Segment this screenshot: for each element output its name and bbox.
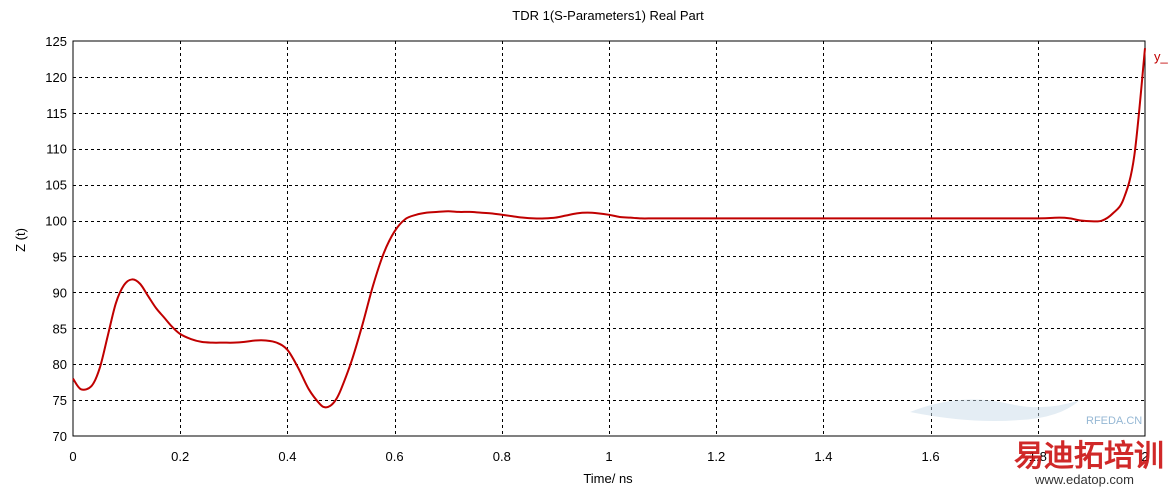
x-tick-label: 1 bbox=[605, 449, 612, 464]
x-tick-label: 2 bbox=[1141, 449, 1148, 464]
x-tick-label: 1.4 bbox=[814, 449, 832, 464]
y-tick-label: 110 bbox=[46, 142, 67, 157]
x-tick-label: 1.6 bbox=[922, 449, 940, 464]
watermark-wing-shape bbox=[910, 399, 1080, 421]
watermark: RFEDA.CN 易迪拓培训 www.edatop.com bbox=[910, 399, 1164, 487]
y-tick-label: 90 bbox=[53, 285, 67, 300]
watermark-url-text: www.edatop.com bbox=[1034, 472, 1134, 487]
y-tick-label: 105 bbox=[45, 178, 67, 193]
x-tick-labels: 0 0.2 0.4 0.6 0.8 1 1.2 1.4 1.6 1.8 2 bbox=[69, 449, 1148, 464]
y-tick-label: 70 bbox=[53, 429, 67, 444]
x-axis-title: Time/ ns bbox=[583, 471, 633, 486]
y-axis-title: Z (t) bbox=[13, 228, 28, 252]
x-tick-label: 1.2 bbox=[707, 449, 725, 464]
grid-lines bbox=[73, 41, 1145, 436]
y-tick-labels: 70 75 80 85 90 95 100 105 110 115 120 125 bbox=[45, 34, 67, 444]
y-tick-label: 100 bbox=[45, 214, 67, 229]
series-group bbox=[72, 48, 1146, 409]
x-tick-label: 0 bbox=[69, 449, 76, 464]
x-tick-label: 0.4 bbox=[278, 449, 296, 464]
y-tick-label: 80 bbox=[53, 357, 67, 372]
x-tick-label: 0.6 bbox=[386, 449, 404, 464]
plot-frame bbox=[72, 40, 1146, 437]
legend-series-label: y_ bbox=[1154, 49, 1169, 64]
watermark-site-text: RFEDA.CN bbox=[1086, 415, 1142, 427]
x-tick-label: 1.8 bbox=[1029, 449, 1047, 464]
x-tick-label: 0.2 bbox=[171, 449, 189, 464]
x-tick-label: 0.8 bbox=[493, 449, 511, 464]
series-line bbox=[72, 48, 1146, 409]
y-tick-label: 115 bbox=[46, 106, 67, 121]
y-tick-label: 125 bbox=[45, 34, 67, 49]
chart-title: TDR 1(S-Parameters1) Real Part bbox=[512, 8, 704, 23]
y-tick-label: 95 bbox=[53, 249, 67, 264]
y-tick-label: 85 bbox=[53, 321, 67, 336]
y-tick-label: 75 bbox=[53, 393, 67, 408]
y-tick-label: 120 bbox=[45, 70, 67, 85]
watermark-overlay-text: 易迪拓培训 bbox=[1014, 439, 1164, 474]
